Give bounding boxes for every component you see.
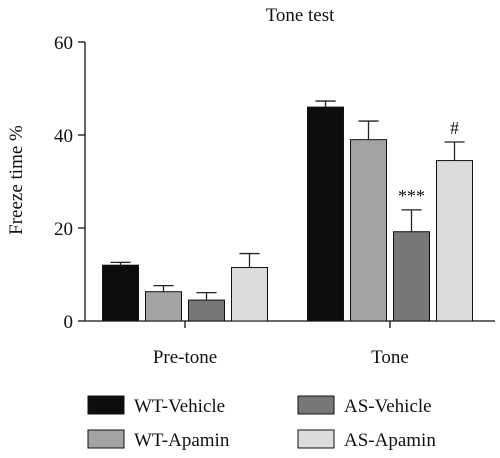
- bar: [350, 139, 387, 322]
- bar: [188, 299, 225, 322]
- significance-marker: ***: [398, 186, 425, 206]
- bar: [436, 160, 473, 322]
- bar: [145, 291, 182, 322]
- legend-swatch: [297, 429, 335, 449]
- legend-label: WT-Apamin: [134, 430, 230, 451]
- y-tick-label: 40: [54, 126, 73, 147]
- legend-item: WT-Apamin: [87, 429, 230, 451]
- legend-swatch: [87, 395, 125, 415]
- x-tick-label: Pre-tone: [153, 347, 217, 368]
- y-axis-label: Freeze time %: [6, 125, 27, 235]
- legend-label: WT-Vehicle: [134, 396, 225, 417]
- legend-swatch: [87, 429, 125, 449]
- legend-label: AS-Apamin: [344, 430, 436, 451]
- significance-marker: #: [450, 118, 459, 138]
- bar: [102, 264, 139, 322]
- legend-item: AS-Vehicle: [297, 395, 432, 417]
- legend: WT-Vehicle AS-Vehicle WT-Apamin AS-Apamin: [87, 395, 436, 451]
- y-tick-label: 0: [64, 312, 74, 333]
- legend-item: WT-Vehicle: [87, 395, 225, 417]
- chart-title: Tone test: [266, 5, 336, 26]
- bar: [393, 231, 430, 322]
- x-tick-label: Tone: [371, 347, 409, 368]
- bar: [307, 106, 344, 322]
- y-tick-label: 20: [54, 219, 73, 240]
- y-tick-label: 60: [54, 33, 73, 54]
- legend-label: AS-Vehicle: [344, 396, 432, 417]
- legend-swatch: [297, 395, 335, 415]
- bar: [231, 267, 268, 322]
- plot-area: 0 20 40 60 Pre-tone Tone *** #: [54, 33, 495, 368]
- legend-item: AS-Apamin: [297, 429, 436, 451]
